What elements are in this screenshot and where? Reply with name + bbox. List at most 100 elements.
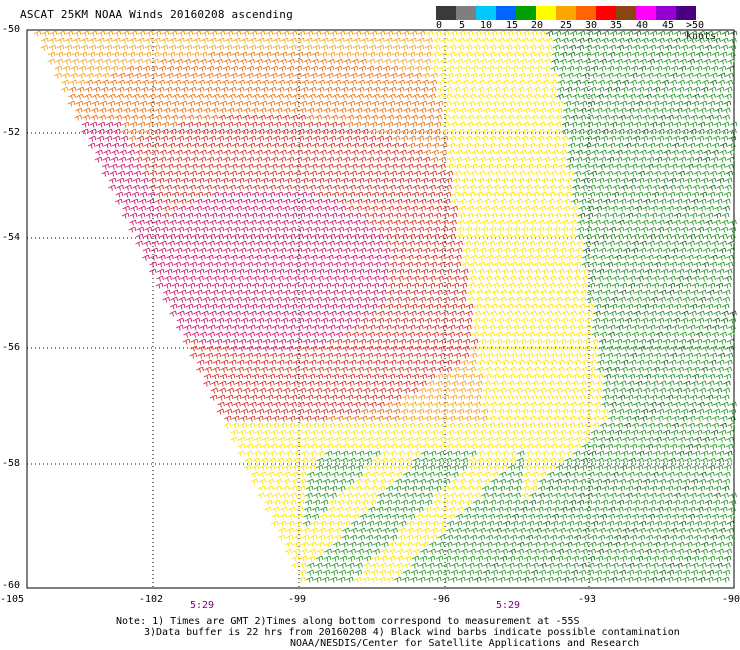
wind-barb <box>521 30 530 37</box>
wind-barb <box>435 471 443 478</box>
wind-barb <box>497 37 505 44</box>
wind-barb <box>653 170 662 177</box>
wind-barb <box>663 324 672 331</box>
wind-barb <box>580 177 589 184</box>
wind-barb <box>385 128 393 135</box>
wind-barb <box>630 72 638 79</box>
wind-barb <box>337 485 346 492</box>
wind-barb <box>395 464 404 471</box>
wind-barb <box>642 107 651 114</box>
wind-barb <box>541 443 550 450</box>
wind-barb <box>665 30 674 37</box>
wind-barb <box>454 163 462 170</box>
wind-barb <box>294 247 303 254</box>
wind-barb <box>221 352 230 359</box>
wind-barb <box>237 261 246 268</box>
wind-barb <box>205 352 214 359</box>
wind-barb <box>540 359 549 366</box>
wind-barb <box>259 198 267 205</box>
wind-barb <box>618 387 627 394</box>
wind-barb <box>454 436 462 443</box>
wind-barb <box>713 394 722 401</box>
wind-barb <box>365 443 374 450</box>
wind-barb <box>673 492 681 499</box>
wind-barb <box>270 72 278 79</box>
wind-barb <box>463 142 472 149</box>
wind-barb <box>556 93 564 100</box>
wind-barb <box>482 478 491 485</box>
wind-barb <box>233 303 242 310</box>
wind-barb <box>314 205 323 212</box>
wind-barb <box>426 296 435 303</box>
wind-barb <box>694 72 702 79</box>
wind-barb <box>382 436 390 443</box>
wind-barb <box>427 198 435 205</box>
wind-barb <box>607 233 616 240</box>
wind-barb <box>283 198 291 205</box>
wind-barb <box>298 387 307 394</box>
wind-barb <box>219 198 227 205</box>
wind-barb <box>393 485 402 492</box>
wind-barb <box>557 170 566 177</box>
wind-barb <box>196 359 205 366</box>
wind-barb <box>313 310 321 317</box>
wind-barb <box>538 478 547 485</box>
wind-barb <box>532 457 540 464</box>
wind-barb <box>196 184 204 191</box>
wind-barb <box>647 422 656 429</box>
wind-barb <box>564 184 572 191</box>
wind-barb <box>532 93 540 100</box>
wind-barb <box>489 219 497 226</box>
wind-barb <box>391 240 399 247</box>
wind-barb <box>723 289 731 296</box>
wind-barb <box>682 478 691 485</box>
wind-barb <box>608 408 617 415</box>
wind-barb <box>402 296 411 303</box>
wind-barb <box>276 450 285 457</box>
wind-barb <box>671 422 680 429</box>
wind-barb <box>484 93 492 100</box>
wind-barb <box>208 135 217 142</box>
wind-barb <box>272 415 280 422</box>
wind-barb <box>524 184 532 191</box>
wind-barb <box>593 492 601 499</box>
wind-barb <box>606 156 615 163</box>
wind-barb <box>264 226 273 233</box>
wind-barb <box>412 450 421 457</box>
wind-barb <box>655 240 663 247</box>
wind-barb <box>422 436 430 443</box>
wind-barb <box>570 387 579 394</box>
wind-barb <box>714 296 723 303</box>
wind-barb <box>374 72 382 79</box>
wind-barb <box>235 282 244 289</box>
wind-barb <box>353 394 362 401</box>
wind-barb <box>417 128 425 135</box>
wind-barb <box>649 37 657 44</box>
wind-barb <box>174 72 182 79</box>
wind-barb <box>177 128 185 135</box>
wind-barb <box>649 303 658 310</box>
wind-barb <box>370 114 379 121</box>
wind-barb <box>571 282 580 289</box>
wind-barb <box>252 184 260 191</box>
wind-barb <box>443 289 451 296</box>
wind-barb <box>532 359 541 366</box>
wind-barb <box>442 296 451 303</box>
wind-barb <box>158 247 167 254</box>
wind-barb <box>622 65 631 72</box>
wind-barb <box>201 121 210 128</box>
wind-barb <box>371 282 380 289</box>
wind-barb <box>371 100 380 107</box>
wind-barb <box>401 121 410 128</box>
wind-barb <box>220 86 229 93</box>
wind-barb <box>686 72 694 79</box>
wind-barb <box>223 331 232 338</box>
wind-barb <box>715 373 724 380</box>
wind-barb <box>236 184 244 191</box>
wind-barb <box>482 205 491 212</box>
wind-barb <box>204 93 212 100</box>
wind-barb <box>518 72 526 79</box>
wind-barb <box>278 254 286 261</box>
wind-barb <box>275 289 283 296</box>
wind-barb <box>435 198 443 205</box>
